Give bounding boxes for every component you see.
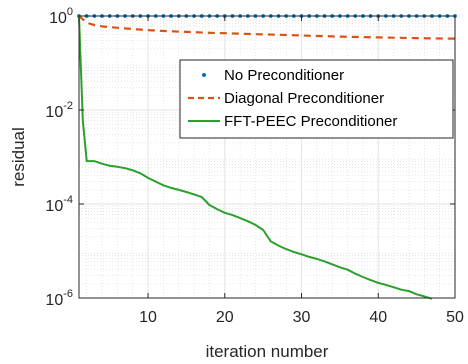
x-ticks: 10 20 30 40 50 [139, 16, 464, 326]
y-ticks: 10-6 10-4 10-2 100 [45, 6, 455, 309]
y-tick-label: 100 [49, 6, 73, 27]
series-line-2 [78, 15, 433, 300]
legend-label: No Preconditioner [224, 67, 344, 84]
x-tick-label: 30 [293, 309, 311, 326]
x-axis-title: iteration number [206, 342, 329, 361]
plot-frame [78, 15, 456, 299]
grid-major [79, 15, 456, 299]
series-line-1 [78, 15, 456, 40]
y-tick-label: 10-2 [45, 100, 73, 121]
x-tick-label: 20 [216, 309, 234, 326]
x-tick-label: 50 [446, 309, 464, 326]
legend-marker [202, 73, 206, 77]
y-tick-label: 10-4 [45, 194, 73, 215]
x-tick-label: 10 [139, 309, 157, 326]
x-tick-label: 40 [369, 309, 387, 326]
legend-label: Diagonal Preconditioner [224, 90, 384, 107]
series-layer [77, 14, 457, 300]
grid-minor [79, 16, 455, 298]
legend-label: FFT-PEEC Preconditioner [224, 113, 397, 130]
y-axis-title: residual [9, 127, 28, 187]
legend: No Preconditioner Diagonal Preconditioner… [179, 59, 454, 139]
legend-box [179, 59, 454, 139]
y-tick-label: 10-6 [45, 288, 73, 309]
